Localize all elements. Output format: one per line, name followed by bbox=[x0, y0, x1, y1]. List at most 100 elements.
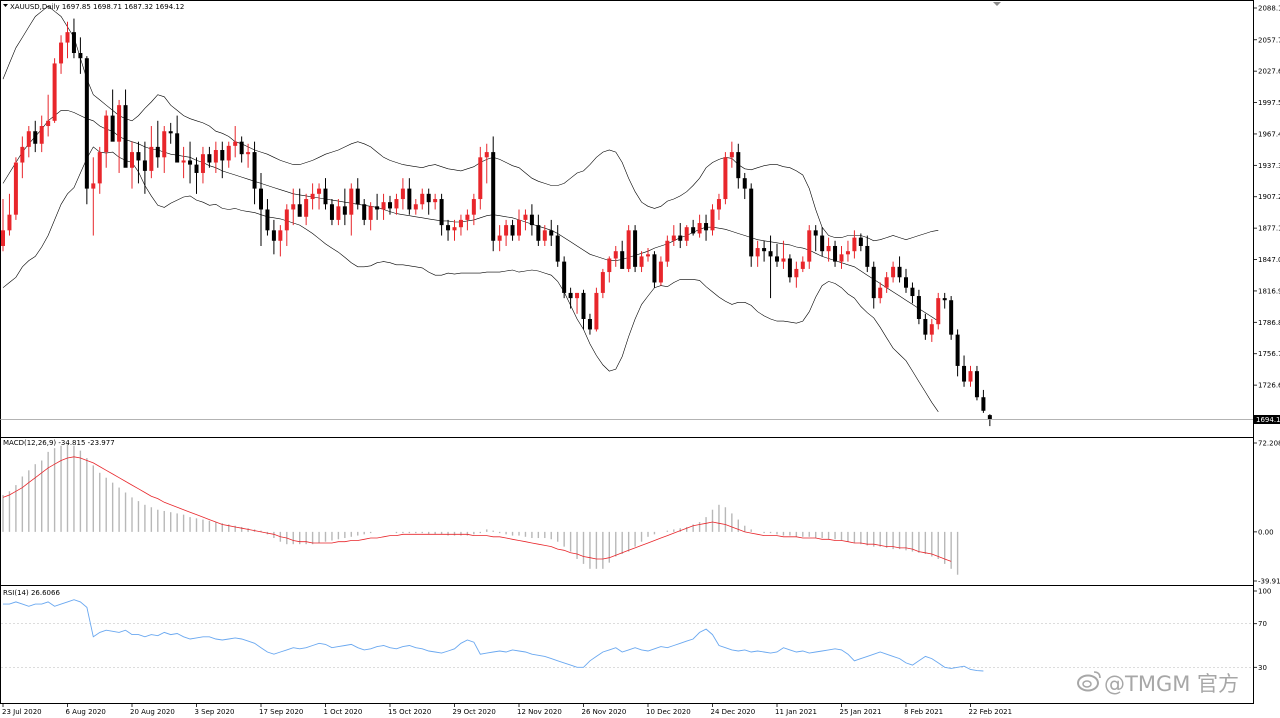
candle bbox=[968, 365, 973, 387]
candle-body bbox=[433, 199, 438, 203]
candle-body bbox=[613, 251, 618, 259]
rsi-label: RSI(14) 26.6066 bbox=[3, 589, 60, 597]
candle bbox=[529, 204, 534, 236]
candle-body bbox=[523, 214, 528, 220]
candle bbox=[13, 157, 18, 220]
candle-body bbox=[942, 298, 947, 301]
candle-body bbox=[600, 272, 605, 293]
candle bbox=[607, 256, 612, 283]
candle bbox=[646, 248, 650, 262]
candle-body bbox=[375, 206, 380, 210]
candle bbox=[839, 245, 844, 269]
candle bbox=[188, 141, 193, 184]
candle bbox=[897, 256, 902, 283]
time-tick-label: 3 Sep 2020 bbox=[195, 708, 235, 716]
candle bbox=[497, 225, 502, 252]
candle bbox=[523, 209, 528, 231]
candle bbox=[329, 199, 334, 226]
candle-body bbox=[155, 146, 160, 158]
chart-shift-marker-icon[interactable] bbox=[993, 2, 1001, 6]
candle-body bbox=[355, 188, 360, 205]
candle bbox=[665, 235, 670, 267]
candle bbox=[342, 188, 347, 226]
candle bbox=[220, 141, 225, 179]
candle-body bbox=[974, 371, 979, 398]
candle bbox=[962, 355, 967, 387]
candle-body bbox=[465, 214, 470, 220]
candle-body bbox=[665, 240, 670, 262]
candle bbox=[175, 115, 180, 163]
watermark: @TMGM 官方 bbox=[1077, 671, 1239, 696]
candle-body bbox=[452, 227, 457, 231]
candle-body bbox=[7, 214, 12, 231]
candle-body bbox=[871, 266, 876, 299]
candle bbox=[581, 289, 586, 330]
candle-body bbox=[794, 268, 799, 278]
candle-body bbox=[787, 258, 792, 278]
candle-body bbox=[658, 261, 663, 283]
candle bbox=[716, 193, 721, 220]
candle-body bbox=[46, 120, 51, 127]
candle bbox=[452, 219, 457, 241]
candle bbox=[323, 178, 328, 210]
macd-tick-label: 72.208 bbox=[1258, 440, 1280, 448]
candle-body bbox=[413, 204, 418, 210]
candle-body bbox=[226, 145, 231, 161]
candle-body bbox=[142, 160, 147, 171]
candle-body bbox=[336, 206, 341, 220]
candle bbox=[549, 219, 554, 246]
candle-body bbox=[194, 164, 199, 173]
candle-body bbox=[736, 152, 741, 179]
candle-body bbox=[181, 160, 186, 163]
candle-body bbox=[91, 183, 96, 189]
candle bbox=[478, 146, 483, 210]
candle bbox=[510, 219, 515, 241]
candle bbox=[46, 94, 51, 137]
candle bbox=[949, 296, 954, 340]
price-tick-label: 1967.40 bbox=[1258, 130, 1280, 138]
candle-body bbox=[549, 230, 554, 236]
candle-body bbox=[742, 178, 747, 189]
candle-body bbox=[323, 188, 328, 205]
candle bbox=[562, 256, 567, 299]
candle-body bbox=[671, 235, 676, 241]
candle bbox=[117, 99, 122, 173]
time-tick-label: 24 Dec 2020 bbox=[711, 708, 756, 716]
candle-body bbox=[884, 277, 889, 288]
candle-body bbox=[536, 225, 541, 241]
price-tick-label: 1786.80 bbox=[1258, 319, 1280, 327]
price-tick-label: 1756.70 bbox=[1258, 350, 1280, 358]
candle bbox=[678, 223, 683, 249]
candle-body bbox=[839, 254, 844, 262]
candle-body bbox=[916, 296, 921, 319]
weibo-icon bbox=[1077, 671, 1101, 692]
candle-body bbox=[71, 32, 76, 54]
candle bbox=[465, 209, 470, 231]
candle bbox=[974, 365, 979, 401]
candle-body bbox=[84, 58, 89, 189]
candle bbox=[942, 292, 947, 309]
candle bbox=[284, 204, 289, 246]
candle-body bbox=[542, 230, 547, 241]
candle-body bbox=[594, 292, 599, 330]
candle bbox=[858, 233, 863, 252]
candle-body bbox=[52, 63, 57, 121]
candle bbox=[633, 225, 638, 273]
candle-body bbox=[252, 152, 257, 189]
candle-body bbox=[39, 126, 44, 144]
candlestick-series bbox=[1, 18, 992, 427]
candle-body bbox=[845, 251, 850, 255]
time-tick-label: 11 Jan 2021 bbox=[775, 708, 817, 716]
candle bbox=[981, 389, 986, 413]
candle-body bbox=[1, 230, 5, 246]
time-tick-label: 22 Feb 2021 bbox=[969, 708, 1013, 716]
candle-body bbox=[104, 115, 109, 153]
candle-body bbox=[826, 245, 831, 252]
candle bbox=[891, 261, 896, 283]
rsi-panel[interactable] bbox=[0, 585, 1254, 704]
candle-body bbox=[59, 42, 64, 64]
candle-body bbox=[607, 258, 612, 273]
candle-body bbox=[110, 115, 115, 142]
time-tick-label: 26 Nov 2020 bbox=[582, 708, 627, 716]
